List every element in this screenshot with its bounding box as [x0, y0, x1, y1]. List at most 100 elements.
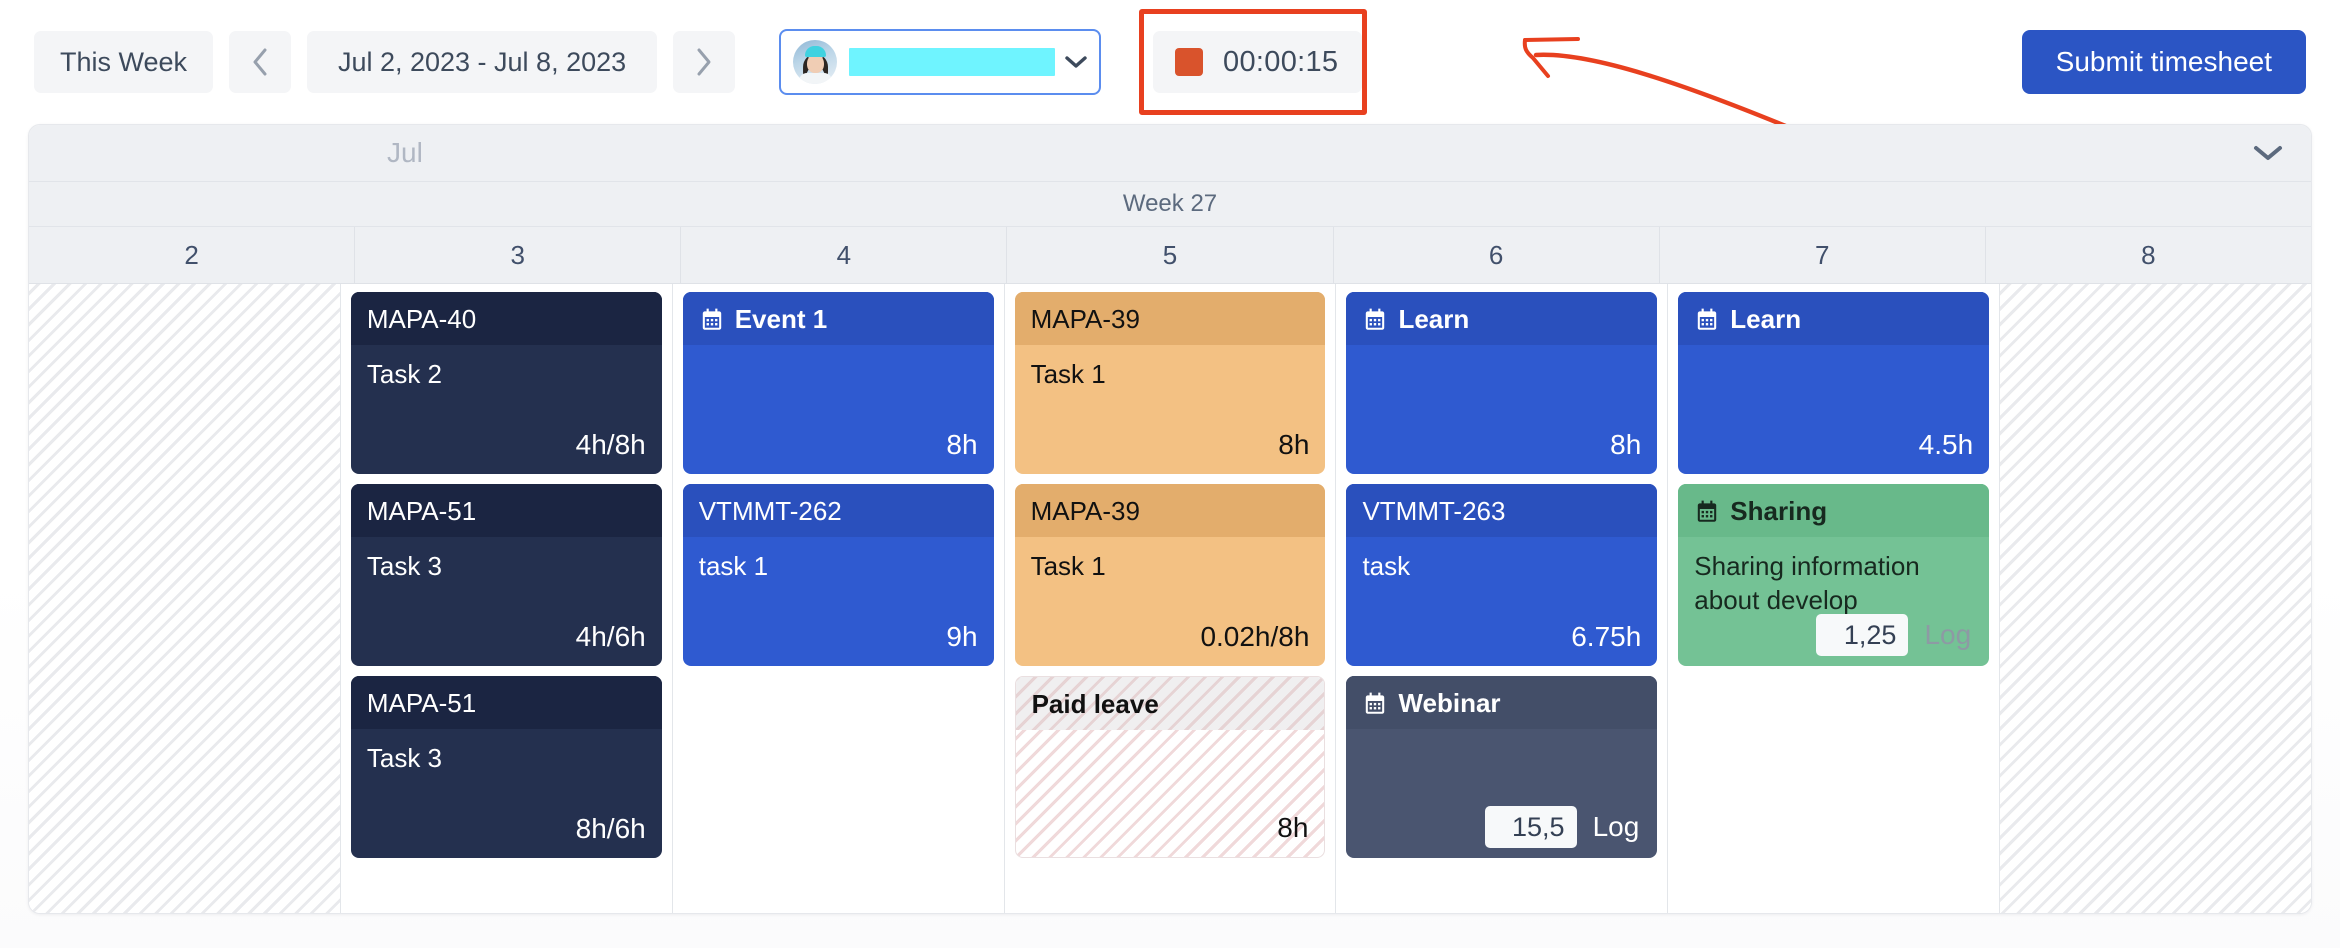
timesheet-entry-card[interactable]: Sharing Sharing information about develop…: [1678, 484, 1990, 666]
week-bar: Week 27: [29, 182, 2311, 227]
user-avatar: [793, 40, 838, 84]
timesheet-entry-card[interactable]: Event 1 8h: [682, 292, 994, 474]
log-hours-input[interactable]: [1816, 614, 1909, 656]
calendar-icon: [1362, 307, 1388, 333]
entry-hours: 6.75h: [1571, 621, 1642, 653]
entry-body: task 1 9h: [683, 537, 994, 666]
chevron-right-icon: [694, 46, 714, 78]
chevron-left-icon: [250, 46, 270, 78]
selected-user-name: [849, 48, 1056, 76]
month-label: Jul: [387, 137, 423, 168]
day-header-3: 3: [355, 227, 682, 283]
entry-title: Learn: [1678, 292, 1990, 345]
entry-title-text: VTMMT-263: [1362, 496, 1506, 526]
stop-square-icon[interactable]: [1175, 48, 1204, 76]
month-bar: Jul: [29, 125, 2311, 182]
timesheet-entry-card[interactable]: Learn 8h: [1346, 292, 1658, 474]
entry-body: 8h: [1016, 730, 1325, 857]
timesheet-entry-card[interactable]: MAPA-39 Task 1 0.02h/8h: [1014, 484, 1326, 666]
calendar-icon: [1694, 307, 1720, 333]
log-hours-input[interactable]: [1484, 806, 1577, 848]
timesheet-entry-card[interactable]: MAPA-40 Task 2 4h/8h: [350, 292, 662, 474]
week-label: Week 27: [1122, 190, 1218, 217]
day-header-2: 2: [29, 227, 356, 283]
entry-title: Paid leave: [1015, 677, 1325, 730]
entry-title: Learn: [1346, 292, 1658, 345]
entry-hours: 4h/8h: [575, 429, 646, 461]
timer-container: 00:00:15: [1139, 9, 1368, 115]
entry-description: Sharing information about develop: [1694, 551, 1920, 616]
entry-description: Task 1: [1030, 359, 1106, 389]
calendar-icon: [1694, 499, 1720, 525]
user-select-dropdown[interactable]: [779, 29, 1102, 95]
timesheet-entry-card[interactable]: MAPA-51 Task 3 4h/6h: [350, 484, 662, 666]
entry-title: MAPA-40: [350, 292, 662, 345]
calendar-icon: [699, 307, 725, 333]
entry-hours: 4.5h: [1918, 429, 1974, 461]
next-week-button[interactable]: [673, 31, 736, 93]
timesheet-entry-card[interactable]: VTMMT-262 task 1 9h: [682, 484, 994, 666]
entry-title-text: MAPA-51: [366, 496, 477, 526]
entry-hours: 0.02h/8h: [1200, 621, 1310, 653]
entry-body: 8h: [1346, 345, 1657, 474]
entry-title: Sharing: [1678, 484, 1990, 537]
entry-body: 8h: [683, 345, 994, 474]
date-range-button[interactable]: Jul 2, 2023 - Jul 8, 2023: [307, 31, 658, 93]
entry-title-text: MAPA-39: [1030, 496, 1140, 526]
entry-log-row: Log: [1816, 614, 1975, 656]
log-button[interactable]: Log: [1589, 811, 1644, 843]
entry-title: MAPA-39: [1014, 484, 1326, 537]
entry-hours: 8h: [946, 429, 978, 461]
entry-title-text: MAPA-40: [366, 304, 477, 334]
entry-hours: 8h: [1278, 429, 1310, 461]
chevron-down-icon[interactable]: [2251, 142, 2285, 164]
entry-body: Log: [1346, 729, 1657, 858]
timer-value: 00:00:15: [1223, 45, 1339, 78]
timesheet-entry-card[interactable]: Paid leave 8h: [1014, 676, 1326, 858]
previous-week-button[interactable]: [229, 31, 292, 93]
entry-title: Webinar: [1346, 676, 1658, 729]
entry-hours: 4h/6h: [575, 621, 646, 653]
entry-title-text: Learn: [1398, 304, 1470, 334]
entry-description: Task 1: [1030, 551, 1106, 581]
entry-title-text: MAPA-51: [366, 688, 477, 718]
submit-timesheet-button[interactable]: Submit timesheet: [2021, 30, 2306, 94]
timesheet-entry-card[interactable]: VTMMT-263 task 6.75h: [1346, 484, 1658, 666]
entry-description: Task 3: [366, 743, 443, 773]
entry-description: Task 3: [366, 551, 443, 581]
day-column-2: [29, 284, 341, 913]
day-header-7: 7: [1660, 227, 1986, 283]
entry-title: VTMMT-263: [1346, 484, 1658, 537]
entry-body: Sharing information about developLog: [1678, 537, 1989, 666]
entry-hours: 8h/6h: [575, 813, 646, 845]
chevron-down-icon[interactable]: [1063, 53, 1089, 71]
entry-body: Task 1 0.02h/8h: [1015, 537, 1326, 666]
timesheet-entry-card[interactable]: Webinar Log: [1346, 676, 1658, 858]
entry-title-text: MAPA-39: [1030, 304, 1140, 334]
entry-title: Event 1: [682, 292, 994, 345]
timesheet-entry-card[interactable]: MAPA-51 Task 3 8h/6h: [350, 676, 662, 858]
day-column-6: Learn 8h VTMMT-263 task 6.75h Webinar Log: [1336, 284, 1669, 913]
entry-hours: 9h: [946, 621, 978, 653]
log-button[interactable]: Log: [1920, 619, 1975, 651]
entry-description: task 1: [698, 551, 769, 581]
entry-description: task: [1362, 551, 1411, 581]
entry-body: task 6.75h: [1346, 537, 1657, 666]
entry-log-row: Log: [1484, 806, 1644, 848]
entry-hours: 8h: [1610, 429, 1642, 461]
entry-title-text: Sharing: [1730, 496, 1828, 526]
entry-title: MAPA-39: [1014, 292, 1326, 345]
timer-button[interactable]: 00:00:15: [1153, 31, 1363, 93]
entry-title: VTMMT-262: [682, 484, 994, 537]
entry-title: MAPA-51: [350, 484, 662, 537]
timesheet-entry-card[interactable]: Learn 4.5h: [1678, 292, 1990, 474]
timesheet-entry-card[interactable]: MAPA-39 Task 1 8h: [1014, 292, 1326, 474]
entry-body: Task 3 8h/6h: [351, 729, 662, 858]
entry-title-text: VTMMT-262: [698, 496, 842, 526]
day-column-7: Learn 4.5h Sharing Sharing information abou…: [1668, 284, 2001, 913]
entry-title-text: Event 1: [734, 304, 828, 334]
day-column-3: MAPA-40 Task 2 4h/8h MAPA-51 Task 3 4h/6h MAPA…: [340, 284, 673, 913]
this-week-button[interactable]: This Week: [34, 31, 214, 93]
